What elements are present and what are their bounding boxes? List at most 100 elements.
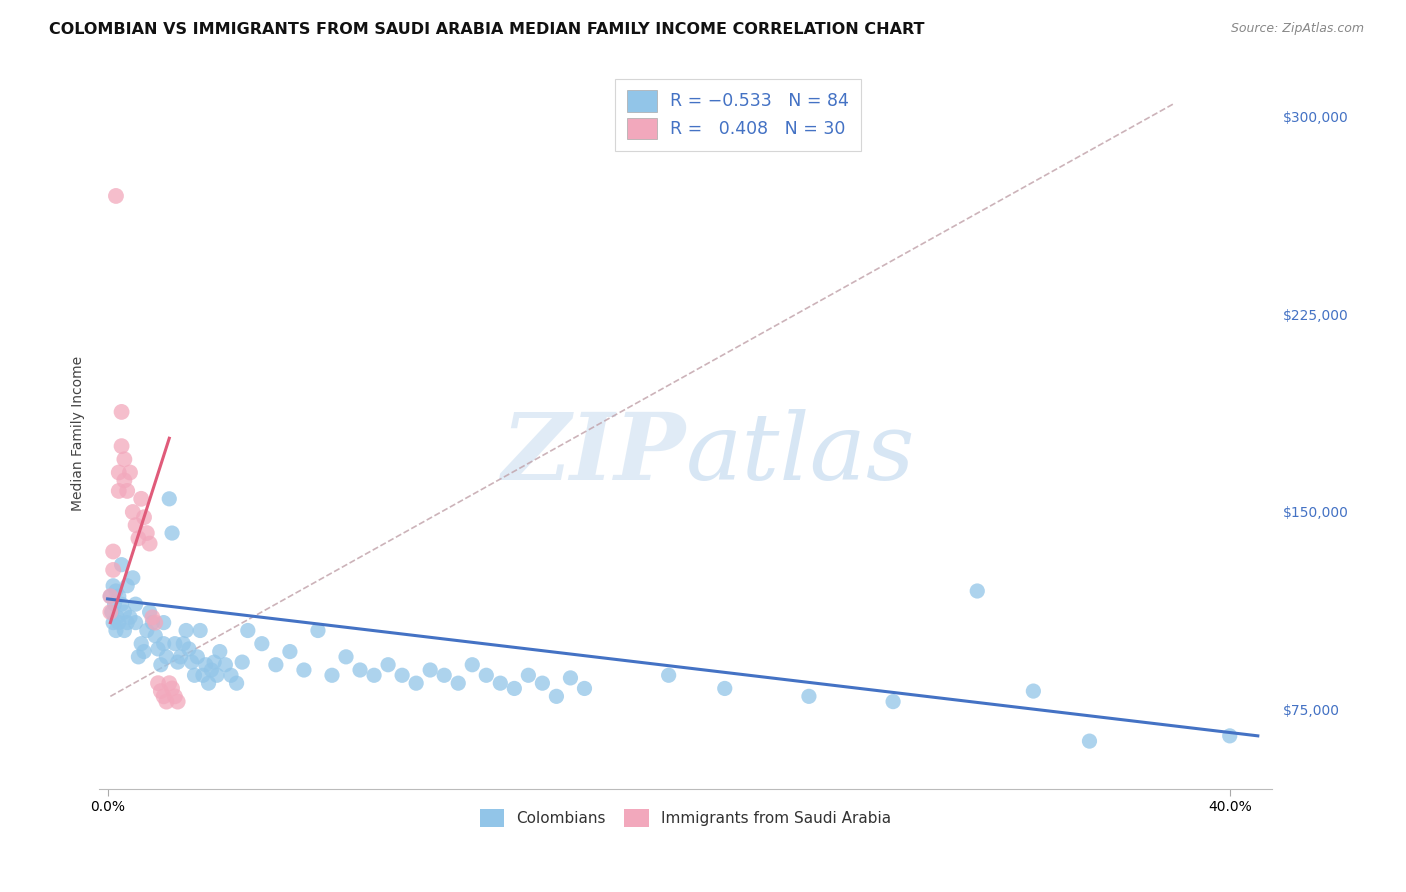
Point (110, 439, 132, 453)
Text: ZIP: ZIP (501, 409, 686, 500)
Point (200, 663, 222, 677)
Point (132, 510, 155, 524)
Point (98, 589, 121, 603)
Point (124, 518, 146, 533)
Point (1022, 684, 1045, 698)
Point (129, 491, 152, 506)
Point (143, 629, 166, 643)
Point (155, 649, 177, 664)
Point (166, 655, 188, 669)
Point (138, 605, 160, 619)
Point (101, 544, 124, 558)
Point (166, 695, 188, 709)
Point (112, 452, 135, 467)
Point (129, 637, 152, 651)
Point (118, 466, 141, 480)
Point (882, 695, 904, 709)
Point (152, 690, 174, 704)
Point (101, 563, 124, 577)
Point (180, 655, 202, 669)
Point (560, 671, 582, 685)
Point (278, 644, 301, 658)
Y-axis label: Median Family Income: Median Family Income (72, 355, 86, 510)
Point (236, 624, 259, 638)
Point (163, 637, 186, 651)
Point (110, 597, 132, 611)
Point (966, 584, 988, 599)
Point (107, 589, 129, 603)
Point (307, 624, 329, 638)
Point (138, 536, 160, 550)
Legend: Colombians, Immigrants from Saudi Arabia: Colombians, Immigrants from Saudi Arabia (472, 801, 898, 834)
Point (292, 663, 315, 677)
Point (1078, 734, 1101, 748)
Point (107, 466, 129, 480)
Point (141, 610, 163, 624)
Point (124, 597, 146, 611)
Point (205, 668, 228, 682)
Point (112, 624, 135, 638)
Point (127, 649, 149, 664)
Point (174, 624, 197, 638)
Point (160, 681, 183, 696)
Point (219, 668, 242, 682)
Point (152, 615, 174, 630)
Point (135, 624, 157, 638)
Point (658, 668, 681, 682)
Point (121, 571, 143, 585)
Point (489, 676, 512, 690)
Point (546, 690, 568, 704)
Point (503, 681, 526, 696)
Point (225, 676, 247, 690)
Point (250, 637, 273, 651)
Point (713, 681, 735, 696)
Point (132, 644, 155, 658)
Point (115, 579, 138, 593)
Point (321, 668, 343, 682)
Point (363, 668, 385, 682)
Point (107, 483, 129, 498)
Point (172, 637, 194, 651)
Point (231, 655, 253, 669)
Point (101, 579, 124, 593)
Point (391, 668, 413, 682)
Point (177, 642, 200, 657)
Point (110, 405, 132, 419)
Point (124, 615, 146, 630)
Point (157, 676, 180, 690)
Point (202, 655, 225, 669)
Point (405, 676, 427, 690)
Point (191, 668, 214, 682)
Point (104, 189, 127, 203)
Point (121, 505, 143, 519)
Point (149, 657, 172, 672)
Point (183, 668, 205, 682)
Point (104, 584, 127, 599)
Point (188, 624, 211, 638)
Point (475, 668, 498, 682)
Point (264, 657, 287, 672)
Point (419, 663, 441, 677)
Text: atlas: atlas (686, 409, 915, 500)
Point (127, 532, 149, 546)
Point (433, 668, 456, 682)
Point (101, 615, 124, 630)
Point (377, 657, 399, 672)
Point (115, 615, 138, 630)
Point (208, 644, 231, 658)
Point (107, 615, 129, 630)
Point (141, 615, 163, 630)
Point (104, 624, 127, 638)
Point (110, 558, 132, 572)
Point (135, 526, 157, 541)
Point (335, 649, 357, 664)
Point (194, 657, 217, 672)
Point (112, 474, 135, 488)
Point (461, 657, 484, 672)
Text: Source: ZipAtlas.com: Source: ZipAtlas.com (1230, 22, 1364, 36)
Point (103, 597, 125, 611)
Point (169, 649, 191, 664)
Point (105, 610, 128, 624)
Point (146, 642, 169, 657)
Point (797, 690, 820, 704)
